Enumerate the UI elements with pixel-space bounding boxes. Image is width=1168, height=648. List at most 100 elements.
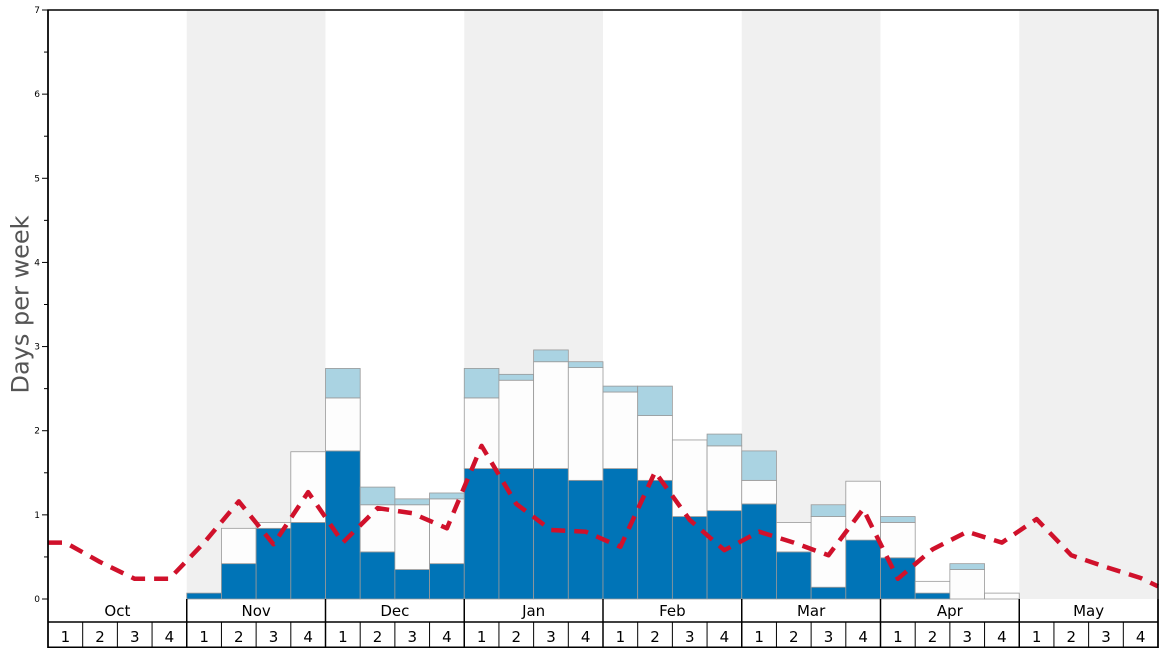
week-label: 2 xyxy=(373,628,383,646)
week-label: 3 xyxy=(685,628,695,646)
bar-segment-dark xyxy=(221,563,257,600)
month-label-mar: Mar xyxy=(797,602,826,620)
week-label: 2 xyxy=(95,628,105,646)
week-label: 3 xyxy=(962,628,972,646)
week-label: 1 xyxy=(338,628,348,646)
week-label: 3 xyxy=(269,628,279,646)
month-label-nov: Nov xyxy=(241,602,270,620)
week-label: 3 xyxy=(407,628,417,646)
bar-segment-white xyxy=(325,397,361,452)
bar-segment-dark xyxy=(706,510,743,600)
month-label-apr: Apr xyxy=(937,602,964,620)
week-label: 1 xyxy=(893,628,903,646)
x-axis: Oct 1 2 3 4 Nov 1 2 3 4 Dec 1 2 3 4 Jan 1 2 3 4 Feb 1 2 3 4 Mar 1 2… xyxy=(47,599,1159,648)
shaded-month-bands xyxy=(186,10,1158,599)
bar-segment-white xyxy=(567,367,604,481)
week-label: 1 xyxy=(61,628,71,646)
week-label: 4 xyxy=(720,628,730,646)
month-band-may xyxy=(1019,10,1158,599)
bar-segment-white xyxy=(845,480,881,541)
y-tick-label: 6 xyxy=(34,90,40,100)
week-label: 2 xyxy=(234,628,244,646)
y-tick-label: 2 xyxy=(34,427,40,437)
bar-segment-dark xyxy=(741,503,777,600)
bar-segment-dark xyxy=(255,527,292,600)
week-label: 2 xyxy=(789,628,799,646)
bar-segment-dark xyxy=(602,468,639,600)
week-label: 4 xyxy=(165,628,175,646)
bar-segment-dark xyxy=(498,468,535,600)
bar-segment-white xyxy=(984,592,1020,600)
week-label: 4 xyxy=(303,628,313,646)
week-label: 3 xyxy=(1101,628,1111,646)
bar-segment-light xyxy=(463,368,500,399)
bar-segment-dark xyxy=(359,551,396,600)
bar-segment-light xyxy=(394,498,430,506)
week-label: 4 xyxy=(442,628,452,646)
week-label: 4 xyxy=(858,628,868,646)
bar-segment-white xyxy=(533,361,569,469)
y-axis-label: Days per week xyxy=(6,215,34,393)
bar-segment-white xyxy=(706,445,743,512)
bar-segment-light xyxy=(567,361,604,369)
month-label-jan: Jan xyxy=(521,602,545,620)
bar-segment-dark xyxy=(290,522,326,600)
bar-segment-light xyxy=(325,368,361,399)
bar-segment-white xyxy=(741,479,777,505)
week-label: 3 xyxy=(130,628,140,646)
y-tick-label: 4 xyxy=(34,258,40,268)
week-label: 1 xyxy=(754,628,764,646)
bar-segment-light xyxy=(949,563,985,570)
week-label: 2 xyxy=(928,628,938,646)
bar-segment-white xyxy=(429,498,465,565)
bar-segment-dark xyxy=(394,569,430,600)
week-label: 2 xyxy=(1067,628,1077,646)
bar-segment-dark xyxy=(914,592,951,600)
bar-segment-white xyxy=(880,522,916,559)
week-label: 1 xyxy=(477,628,487,646)
bar-segment-dark xyxy=(429,563,465,600)
week-label: 1 xyxy=(616,628,626,646)
bar-segment-light xyxy=(741,450,777,481)
bar-segment-white xyxy=(221,527,257,565)
bar-segment-dark xyxy=(463,468,500,600)
average-line-layer xyxy=(48,443,1159,589)
month-label-oct: Oct xyxy=(104,602,130,620)
y-tick-label: 0 xyxy=(34,595,40,605)
month-label-feb: Feb xyxy=(659,602,686,620)
bar-segment-light xyxy=(810,504,847,517)
bar-segment-dark xyxy=(776,551,812,600)
week-label: 2 xyxy=(650,628,660,646)
average-line xyxy=(48,443,1159,589)
bar-segment-dark xyxy=(671,516,708,600)
bar-segment-light xyxy=(498,373,535,381)
week-label: 2 xyxy=(512,628,522,646)
bar-segment-dark xyxy=(810,586,847,600)
bar-segment-white xyxy=(637,415,673,481)
bar-segment-light xyxy=(602,385,639,393)
bar-segment-white xyxy=(394,504,430,570)
stacked-bars xyxy=(186,349,1020,600)
bar-segment-white xyxy=(914,580,951,594)
week-label: 3 xyxy=(546,628,556,646)
bar-segment-dark xyxy=(186,592,222,600)
week-label: 1 xyxy=(199,628,209,646)
bar-segment-dark xyxy=(845,539,881,600)
bar-segment-dark xyxy=(533,468,569,600)
week-label: 4 xyxy=(997,628,1007,646)
y-tick-label: 1 xyxy=(34,511,40,521)
y-tick-label: 7 xyxy=(34,6,40,16)
bar-segment-light xyxy=(359,486,396,506)
month-label-may: May xyxy=(1073,602,1104,620)
y-axis: 0 1 2 3 4 5 6 7 xyxy=(34,6,49,605)
plot-frame xyxy=(47,9,1159,648)
y-tick-label: 5 xyxy=(34,174,40,184)
bar-segment-white xyxy=(949,569,985,600)
bar-segment-light xyxy=(706,433,743,447)
week-label: 4 xyxy=(1136,628,1146,646)
week-label: 1 xyxy=(1032,628,1042,646)
month-label-dec: Dec xyxy=(380,602,409,620)
bar-segment-white xyxy=(463,397,500,469)
bar-segment-light xyxy=(880,516,916,523)
